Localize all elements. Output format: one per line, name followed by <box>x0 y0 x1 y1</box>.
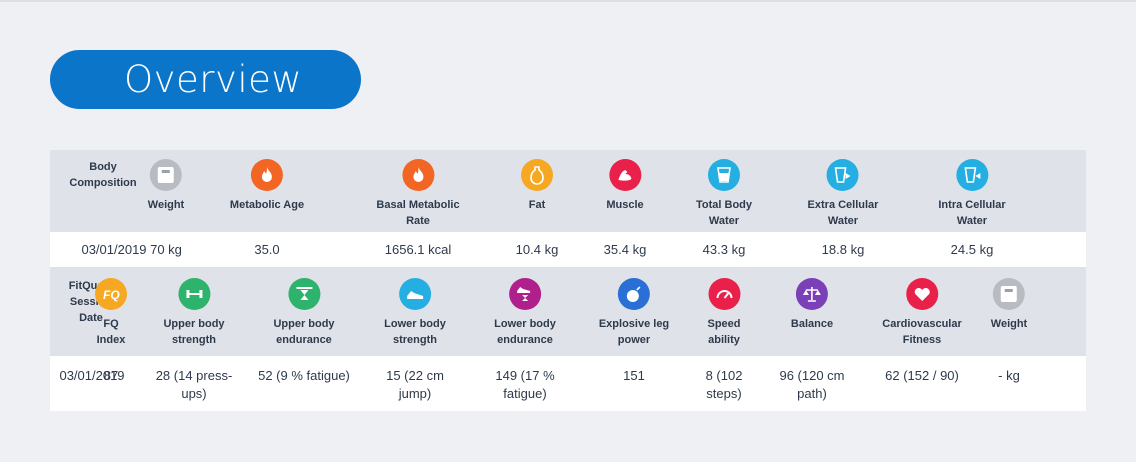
speedometer-icon <box>707 278 740 310</box>
column-header-label: Speed ability <box>707 318 741 346</box>
hearts-icon <box>905 278 938 310</box>
column-header-label: Upper body endurance <box>273 318 335 346</box>
hourglass-dumbbell-icon <box>288 278 320 310</box>
column-header-label: Lower body endurance <box>494 318 556 346</box>
column-header: Intra Cellular Water <box>938 159 1006 229</box>
top-divider <box>0 0 1136 2</box>
column-header: Explosive leg power <box>599 278 669 348</box>
column-header: Upper body endurance <box>273 278 335 348</box>
body-composition-value-row: 03/01/2019 70 kg 35.0 1656.1 kcal 10.4 kg 35.… <box>50 232 1086 267</box>
metric-value: - kg <box>998 368 1020 383</box>
dumbbell-icon <box>178 278 210 310</box>
column-header: Weight <box>991 278 1027 332</box>
metric-value: 1656.1 kcal <box>384 242 452 257</box>
bomb-icon <box>618 278 650 310</box>
column-header-label: Total Body Water <box>695 199 753 227</box>
metric-value: 70 kg <box>150 242 182 257</box>
metric-value: 15 (22 cm jump) <box>386 368 444 401</box>
column-header: Speed ability <box>707 278 741 348</box>
column-header: Fat <box>521 159 553 213</box>
page-title: Overview <box>50 50 361 109</box>
fat-drop-icon <box>521 159 553 191</box>
scale-icon <box>150 159 182 191</box>
metric-value: 52 (9 % fatigue) <box>258 368 350 383</box>
balance-scale-icon <box>795 278 828 310</box>
column-header: Weight <box>148 159 184 213</box>
flame-icon <box>401 159 434 191</box>
metric-value: 151 <box>623 368 645 383</box>
metric-value: 87 <box>103 368 119 383</box>
metric-value: 35.0 <box>254 242 280 257</box>
column-header: Total Body Water <box>696 159 752 229</box>
flame-age-icon <box>250 159 283 191</box>
column-header: Basal Metabolic Rate <box>376 159 460 229</box>
fq-logo-icon: FQ <box>95 278 127 310</box>
fitquest-value-row: 03/01/2019 87 28 (14 press- ups) 52 (9 % fa… <box>50 356 1086 411</box>
column-header-label: Muscle <box>606 199 644 211</box>
column-header-label: Upper body strength <box>163 318 225 346</box>
metric-value: 43.3 kg <box>702 242 746 257</box>
column-header: Lower body endurance <box>494 278 556 348</box>
column-header: Balance <box>791 278 833 332</box>
metric-value: 8 (102 steps) <box>705 368 743 401</box>
session-date: 03/01/2019 <box>81 242 147 257</box>
column-header-label: Balance <box>790 318 834 330</box>
column-header: Muscle <box>606 159 644 213</box>
row-header-label: Body Composition <box>69 161 137 189</box>
column-header-label: Lower body strength <box>384 318 446 346</box>
shoe-hourglass-icon <box>508 278 541 310</box>
column-header: Metabolic Age <box>230 159 304 213</box>
water-in-icon <box>956 159 988 191</box>
column-header-label: Intra Cellular Water <box>938 199 1006 227</box>
column-header-label: Fat <box>528 199 546 211</box>
column-header-label: Cardiovascular Fitness <box>882 318 962 346</box>
bicep-icon <box>608 159 641 191</box>
column-header-label: Weight <box>990 318 1028 330</box>
column-header: Upper body strength <box>163 278 225 348</box>
water-glass-icon <box>707 159 740 191</box>
body-composition-header-row: Body Composition Weight Metabolic Age Basal… <box>50 150 1086 232</box>
water-out-icon <box>826 159 859 191</box>
shoe-icon <box>398 278 431 310</box>
column-header-label: Basal Metabolic Rate <box>376 199 460 227</box>
metric-value: 96 (120 cm path) <box>779 368 845 401</box>
overview-panel: Body Composition Weight Metabolic Age Basal… <box>50 150 1086 411</box>
column-header-label: FQ Index <box>96 318 126 346</box>
metric-value: 10.4 kg <box>515 242 559 257</box>
column-header-label: Extra Cellular Water <box>807 199 879 227</box>
fitquest-header-row: FitQuest Session Date FQ FQ Index Upper bod… <box>50 267 1086 356</box>
metric-value: 28 (14 press- ups) <box>155 368 233 401</box>
session-date: 03/01/2019 <box>59 368 125 383</box>
column-header: FQ FQ Index <box>95 278 127 348</box>
svg-text:FQ: FQ <box>103 288 120 302</box>
column-header: Cardiovascular Fitness <box>882 278 962 348</box>
metric-value: 24.5 kg <box>950 242 994 257</box>
column-header: Extra Cellular Water <box>807 159 879 229</box>
metric-value: 62 (152 / 90) <box>885 368 959 383</box>
column-header: Lower body strength <box>384 278 446 348</box>
column-header-label: Weight <box>147 199 185 211</box>
metric-value: 149 (17 % fatigue) <box>495 368 555 401</box>
column-header-label: Explosive leg power <box>598 318 670 346</box>
metric-value: 18.8 kg <box>821 242 865 257</box>
column-header-label: Metabolic Age <box>229 199 305 211</box>
scale-icon <box>993 278 1025 310</box>
metric-value: 35.4 kg <box>603 242 647 257</box>
